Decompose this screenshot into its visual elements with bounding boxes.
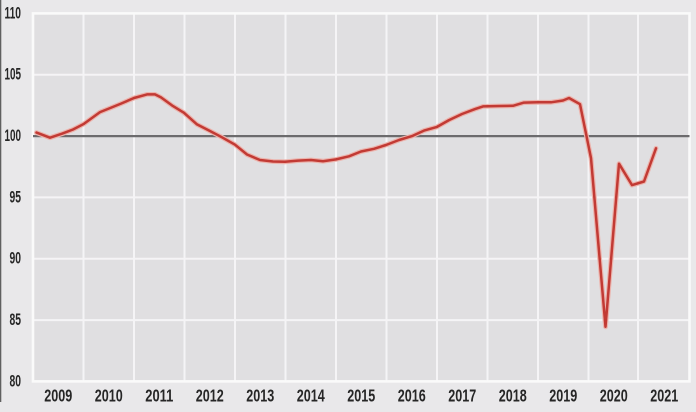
svg-text:2012: 2012	[196, 385, 224, 405]
svg-text:2020: 2020	[600, 385, 628, 405]
svg-text:2014: 2014	[297, 385, 325, 405]
svg-text:110: 110	[5, 4, 22, 22]
svg-text:2010: 2010	[95, 385, 123, 405]
svg-text:85: 85	[10, 311, 22, 329]
svg-text:2011: 2011	[145, 385, 173, 405]
svg-text:2017: 2017	[448, 385, 476, 405]
svg-text:2016: 2016	[398, 385, 426, 405]
svg-text:2015: 2015	[347, 385, 375, 405]
svg-text:2021: 2021	[650, 385, 678, 405]
svg-text:2009: 2009	[44, 385, 72, 405]
svg-text:95: 95	[10, 188, 22, 206]
svg-text:80: 80	[10, 372, 22, 390]
svg-text:2019: 2019	[549, 385, 577, 405]
svg-text:100: 100	[5, 127, 22, 145]
svg-text:90: 90	[10, 250, 22, 268]
svg-text:2018: 2018	[499, 385, 527, 405]
svg-text:105: 105	[5, 66, 22, 84]
svg-text:2013: 2013	[246, 385, 274, 405]
